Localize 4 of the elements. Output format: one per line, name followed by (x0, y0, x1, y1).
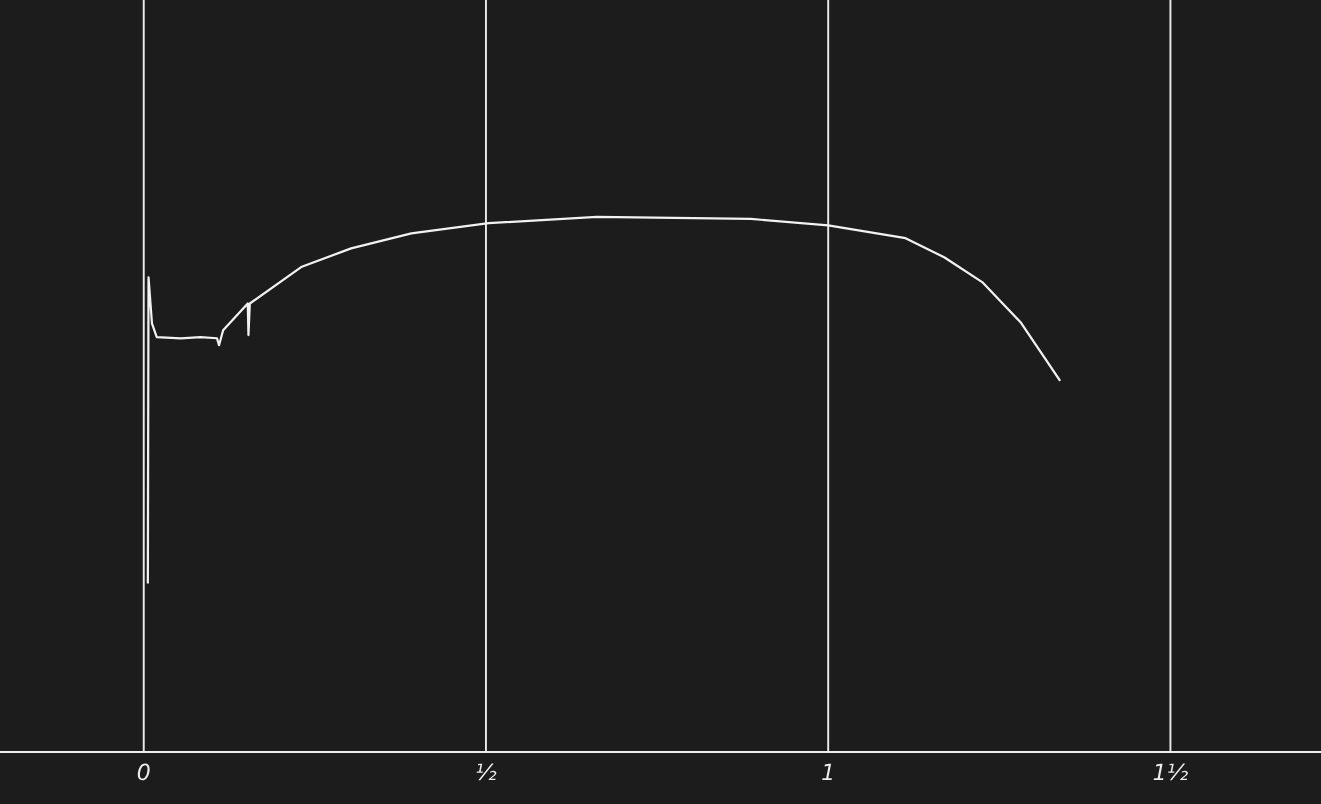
x-tick-label: ½ (476, 763, 497, 781)
x-tick-label: 1 (822, 763, 832, 780)
x-tick-label: 0 (137, 763, 150, 781)
x-tick-label: 1½ (1153, 763, 1188, 781)
